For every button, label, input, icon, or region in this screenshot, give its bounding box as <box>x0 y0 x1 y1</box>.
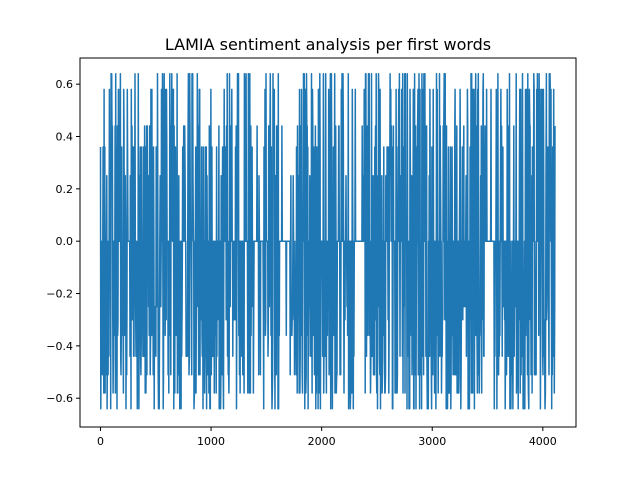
x-axis: 0 1000 2000 3000 4000 <box>97 427 557 448</box>
x-tick-label: 3000 <box>418 435 446 448</box>
y-axis: −0.6 −0.4 −0.2 0.0 0.2 0.4 0.6 <box>46 78 80 405</box>
chart-title: LAMIA sentiment analysis per first words <box>165 35 491 54</box>
y-tick-label: 0.4 <box>56 131 74 144</box>
x-tick-label: 1000 <box>197 435 225 448</box>
series-line <box>99 72 556 410</box>
y-tick-label: −0.4 <box>46 340 73 353</box>
y-tick-label: 0.2 <box>56 183 74 196</box>
y-tick-label: 0.6 <box>56 78 74 91</box>
x-tick-label: 2000 <box>308 435 336 448</box>
x-tick-label: 0 <box>97 435 104 448</box>
y-tick-label: −0.6 <box>46 392 73 405</box>
y-tick-label: −0.2 <box>46 288 73 301</box>
series-group <box>99 72 556 410</box>
plot-frame <box>79 57 577 428</box>
x-tick-label: 4000 <box>529 435 557 448</box>
y-tick-label: 0.0 <box>56 235 74 248</box>
